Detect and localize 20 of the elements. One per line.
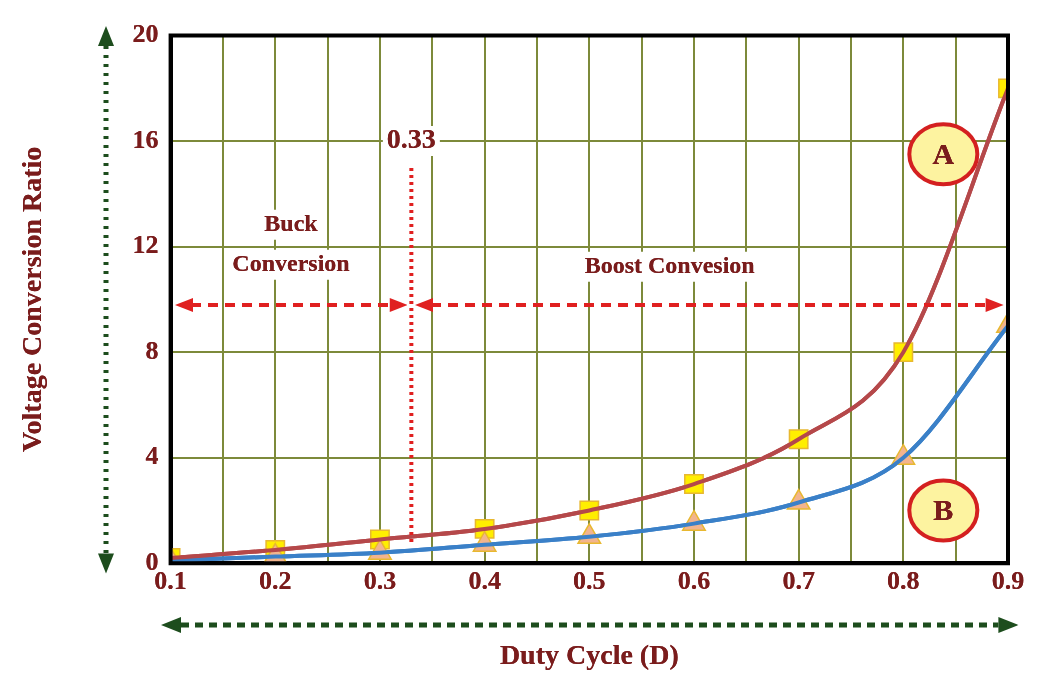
x-tick-label: 0.7: [782, 565, 815, 595]
x-axis-title: Duty Cycle (D): [499, 639, 679, 671]
x-tick-label: 0.5: [573, 565, 606, 595]
x-tick-label: 0.9: [991, 565, 1025, 595]
annotation: Buck Conversion: [232, 209, 350, 276]
series-label: B: [933, 493, 954, 527]
y-axis-title: Voltage Conversion Ratio: [16, 146, 48, 453]
x-tick-label: 0.2: [259, 565, 292, 595]
x-tick-label: 0.4: [468, 565, 501, 595]
y-tick-label: 4: [145, 441, 159, 471]
x-tick-label: 0.3: [363, 565, 397, 595]
x-tick-label: 0.6: [677, 565, 711, 595]
y-tick-label: 8: [145, 335, 159, 365]
y-tick-label: 12: [132, 230, 159, 260]
annotation: Boost Convesion: [584, 251, 755, 278]
ref-line-label: 0.33: [386, 123, 436, 155]
y-tick-label: 20: [132, 19, 159, 49]
y-tick-label: 16: [132, 124, 159, 154]
series-label: A: [932, 137, 955, 171]
x-tick-label: 0.8: [887, 565, 920, 595]
